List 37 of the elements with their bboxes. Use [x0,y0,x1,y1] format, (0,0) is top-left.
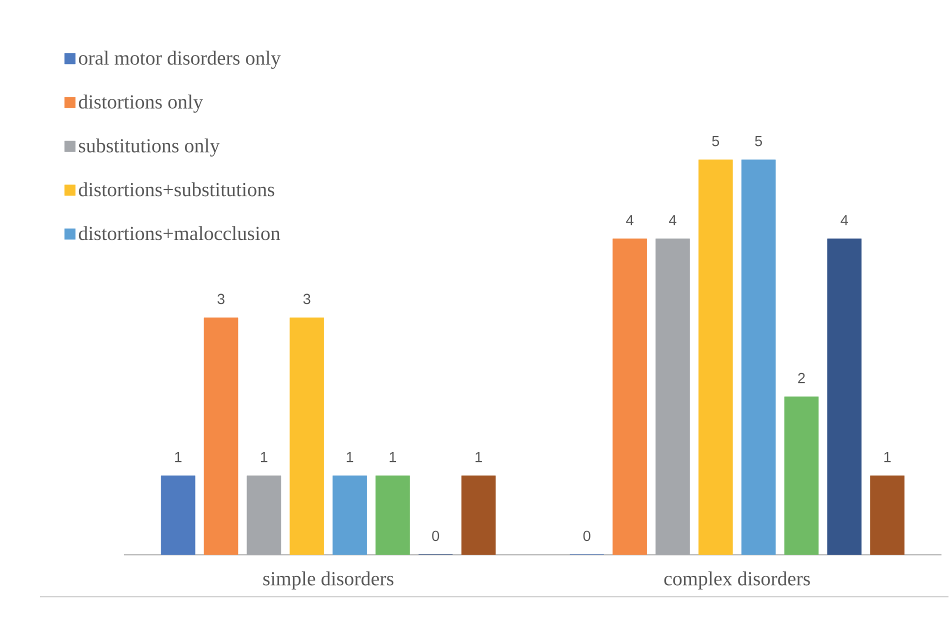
data-label: 1 [884,452,891,462]
data-label: 4 [840,215,848,226]
data-label: 1 [346,452,354,462]
bar [246,476,282,556]
data-label: 3 [303,294,310,304]
data-label: 1 [476,452,482,462]
bar [204,318,238,556]
data-label: 4 [626,215,634,226]
bar [376,476,410,556]
bar [332,476,367,556]
x-tick-label: complex disorders [664,572,810,590]
bar [870,476,904,556]
bar [160,476,196,556]
bar [461,476,496,556]
bar [290,318,324,556]
data-label: 1 [175,452,182,462]
bar [784,396,819,556]
bar [656,238,690,556]
bar [827,238,862,556]
bar [698,160,733,556]
data-label: 5 [712,136,720,146]
data-label: 0 [432,530,440,542]
legend-label: distortions+malocclusion [78,226,280,240]
data-label: 5 [755,136,762,146]
x-tick-label: simple disorders [263,572,394,590]
data-label: 1 [390,452,396,462]
legend-label: substitutions only [78,138,220,157]
data-label: 1 [260,452,268,462]
data-label: 2 [798,373,805,384]
data-label: 4 [668,215,676,226]
legend-label: distortions only [78,94,204,113]
bar [612,238,647,556]
legend-label: oral motor disorders only [78,50,281,70]
legend-label: distortions+substitutions [78,182,274,197]
bar [741,160,776,556]
data-label: 3 [218,294,224,304]
data-label: 0 [583,530,590,542]
